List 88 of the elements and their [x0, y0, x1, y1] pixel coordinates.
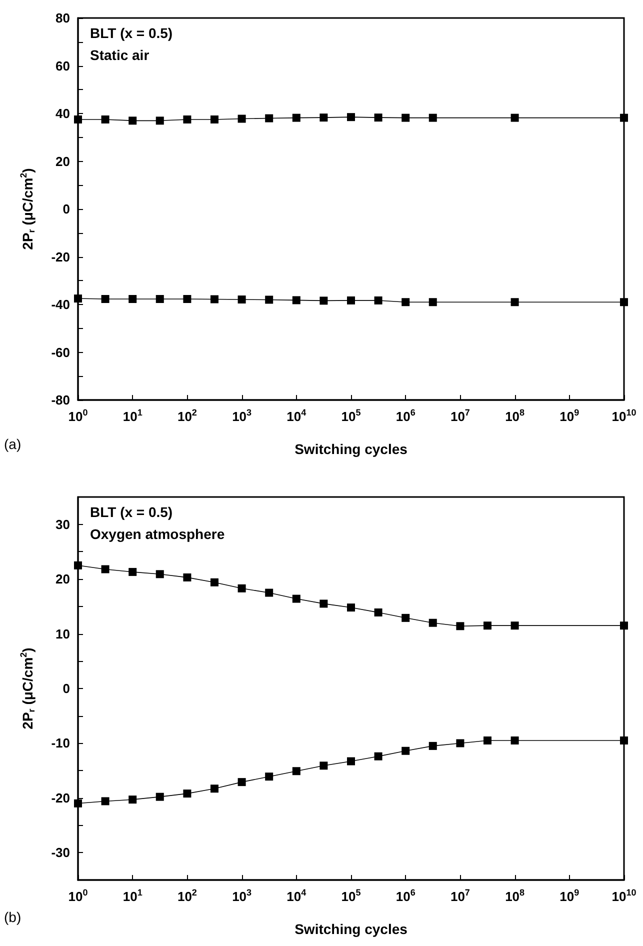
- annotation: BLT (x = 0.5): [90, 25, 173, 41]
- y-tick-label: -30: [51, 845, 70, 860]
- point: [156, 295, 164, 304]
- point: [74, 799, 82, 808]
- point: [265, 588, 274, 597]
- point: [510, 736, 519, 744]
- point: [210, 295, 218, 304]
- point: [101, 115, 110, 124]
- y-tick-label: 0: [62, 681, 70, 696]
- point: [320, 600, 328, 608]
- point: [347, 757, 355, 766]
- y-tick-label: 60: [56, 58, 70, 74]
- point: [320, 114, 328, 122]
- point: [402, 746, 410, 755]
- annotation: Static air: [90, 47, 150, 63]
- point: [292, 114, 300, 122]
- y-tick-label: 40: [56, 106, 70, 121]
- point: [265, 114, 274, 122]
- point: [156, 570, 164, 578]
- point: [210, 115, 218, 124]
- x-axis-title: Switching cycles: [294, 441, 408, 457]
- point: [320, 762, 328, 770]
- point: [428, 114, 437, 122]
- y-tick-label: -20: [51, 790, 70, 806]
- point: [347, 604, 355, 612]
- point: [456, 739, 464, 748]
- point: [156, 116, 164, 125]
- point: [238, 114, 246, 123]
- point: [510, 622, 519, 630]
- annotation: BLT (x = 0.5): [90, 504, 173, 520]
- point: [101, 295, 110, 304]
- point: [292, 296, 300, 304]
- point: [347, 296, 355, 304]
- point: [265, 772, 274, 781]
- point: [402, 298, 410, 306]
- point: [74, 561, 82, 570]
- y-tick-label: 80: [56, 10, 70, 26]
- point: [156, 792, 164, 801]
- point: [265, 296, 274, 304]
- point: [128, 796, 137, 804]
- text: (a): [4, 436, 22, 452]
- point: [320, 296, 328, 305]
- point: [374, 296, 382, 304]
- point: [183, 295, 192, 304]
- point: [238, 295, 246, 304]
- point: [238, 584, 246, 592]
- y-tick-label: -40: [51, 297, 70, 312]
- y-tick-label: 30: [56, 516, 70, 532]
- y-tick-label: -60: [51, 344, 70, 360]
- point: [74, 115, 82, 124]
- point: [402, 114, 410, 122]
- point: [428, 298, 437, 306]
- y-tick-label: -10: [51, 736, 70, 751]
- point: [128, 116, 137, 125]
- point: [483, 622, 492, 630]
- point: [374, 752, 382, 760]
- point: [483, 736, 492, 744]
- point: [210, 784, 218, 793]
- point: [428, 742, 437, 750]
- point: [128, 568, 137, 576]
- x-axis-title: Switching cycles: [294, 921, 408, 937]
- y-tick-label: -20: [51, 249, 70, 264]
- point: [238, 778, 246, 786]
- point: [183, 790, 192, 798]
- point: [374, 608, 382, 616]
- y-axis-title: 2Pr (μC/cm2): [18, 648, 36, 730]
- point: [292, 767, 300, 776]
- point: [183, 115, 192, 124]
- point: [292, 594, 300, 603]
- point: [428, 618, 437, 627]
- point: [101, 797, 110, 806]
- y-tick-label: 10: [56, 626, 70, 642]
- annotation: Oxygen atmosphere: [90, 526, 225, 542]
- y-tick-label: 0: [62, 202, 70, 216]
- point: [374, 114, 382, 122]
- point: [210, 578, 218, 586]
- y-tick-label: 20: [56, 154, 70, 169]
- point: [183, 573, 192, 582]
- y-tick-label: -80: [51, 392, 70, 408]
- point: [402, 614, 410, 622]
- point: [347, 113, 355, 122]
- y-tick-label: 20: [56, 572, 70, 587]
- y-axis-title: 2Pr (μC/cm2): [18, 168, 36, 250]
- point: [128, 295, 137, 304]
- point: [101, 565, 110, 574]
- point: [74, 294, 82, 303]
- text: (b): [4, 909, 22, 925]
- point: [456, 622, 464, 630]
